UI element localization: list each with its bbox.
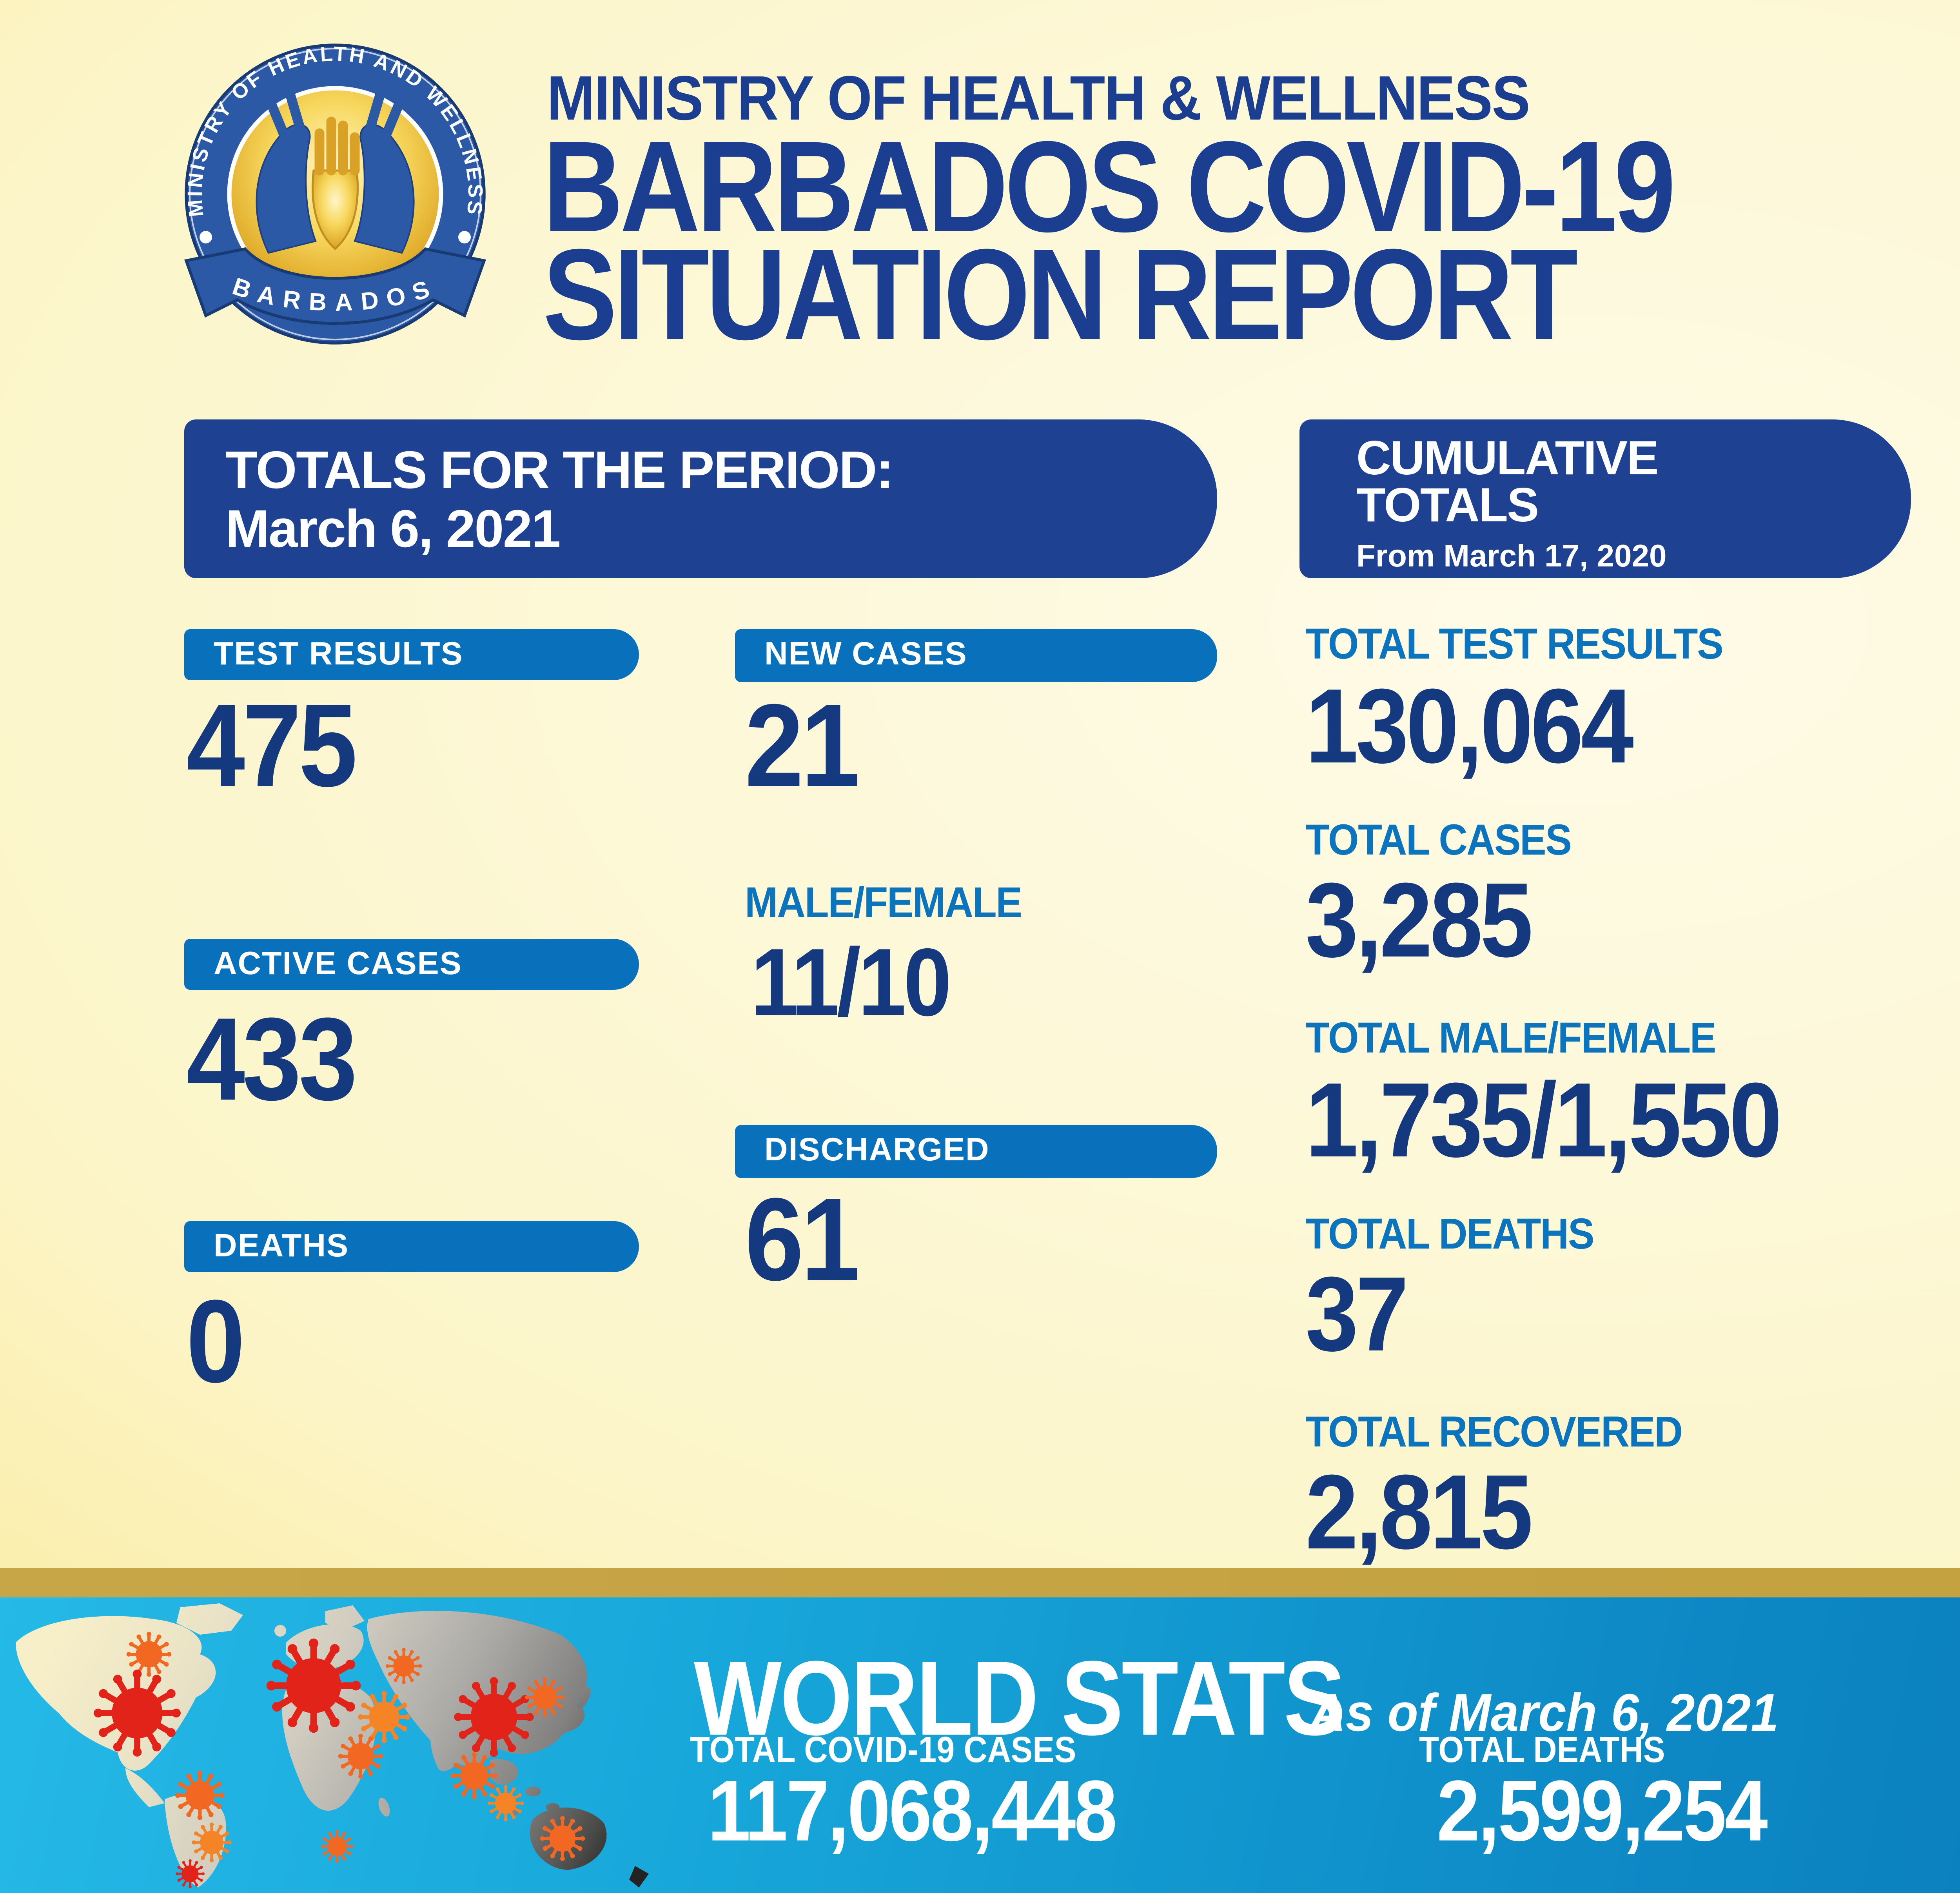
cumulative-totals-header: CUMULATIVE TOTALS From March 17, 2020 bbox=[1299, 419, 1911, 578]
cumulative-title-line1: CUMULATIVE bbox=[1356, 433, 1659, 486]
report-title-line1: BARBADOS COVID-19 bbox=[543, 114, 1676, 259]
cumulative-subtitle: From March 17, 2020 bbox=[1356, 541, 1667, 574]
period-title: TOTALS FOR THE PERIOD: bbox=[225, 441, 894, 500]
stat-label: ACTIVE CASES bbox=[214, 946, 462, 981]
report-title-line2: SITUATION REPORT bbox=[543, 221, 1578, 367]
active-cases-value: 433 bbox=[186, 994, 358, 1125]
gold-divider-band bbox=[0, 1568, 1960, 1597]
virus-icon bbox=[488, 1785, 524, 1822]
stat-label: DEATHS bbox=[214, 1228, 349, 1263]
world-total-cases-value: 117,068,448 bbox=[708, 1764, 1117, 1860]
period-totals-header: TOTALS FOR THE PERIOD: March 6, 2021 bbox=[184, 419, 1217, 578]
discharged-pill: DISCHARGED bbox=[735, 1125, 1217, 1178]
period-date: March 6, 2021 bbox=[225, 500, 561, 559]
world-stats-asof: As of March 6, 2021 bbox=[1309, 1684, 1779, 1742]
active-cases-pill: ACTIVE CASES bbox=[184, 939, 639, 990]
total-cases-value: 3,285 bbox=[1305, 862, 1533, 980]
total-cases-label: TOTAL CASES bbox=[1305, 815, 1572, 864]
test-results-pill: TEST RESULTS bbox=[184, 629, 639, 680]
total-test-results-value: 130,064 bbox=[1305, 668, 1634, 786]
world-total-deaths-value: 2,599,254 bbox=[1437, 1764, 1768, 1860]
discharged-value: 61 bbox=[745, 1174, 860, 1305]
deaths-pill: DEATHS bbox=[184, 1221, 639, 1272]
world-map bbox=[16, 1603, 649, 1893]
total-male-female-value: 1,735/1,550 bbox=[1305, 1062, 1782, 1180]
stat-label: NEW CASES bbox=[764, 637, 967, 672]
male-female-label: MALE/FEMALE bbox=[745, 878, 1022, 927]
world-total-cases-label: TOTAL COVID-19 CASES bbox=[690, 1729, 1076, 1770]
stat-label: DISCHARGED bbox=[764, 1133, 990, 1168]
logo-ribbon: BARBADOS bbox=[184, 247, 486, 325]
cumulative-title-line2: TOTALS bbox=[1356, 480, 1539, 533]
world-total-deaths-label: TOTAL DEATHS bbox=[1419, 1729, 1665, 1770]
total-test-results-label: TOTAL TEST RESULTS bbox=[1305, 619, 1724, 668]
new-cases-pill: NEW CASES bbox=[735, 629, 1217, 682]
virus-icon bbox=[321, 1830, 353, 1862]
total-deaths-label: TOTAL DEATHS bbox=[1305, 1209, 1595, 1258]
male-female-value: 11/10 bbox=[751, 931, 952, 1037]
deaths-value: 0 bbox=[186, 1276, 245, 1407]
total-recovered-value: 2,815 bbox=[1305, 1454, 1533, 1572]
total-recovered-label: TOTAL RECOVERED bbox=[1305, 1407, 1683, 1456]
ministry-name: MINISTRY OF HEALTH & WELLNESS bbox=[547, 63, 1530, 133]
test-results-value: 475 bbox=[186, 680, 358, 811]
new-cases-value: 21 bbox=[745, 680, 860, 811]
hands-icon bbox=[256, 89, 415, 254]
stat-label: TEST RESULTS bbox=[214, 636, 463, 672]
world-stats-title: WORLD STATS bbox=[694, 1641, 1346, 1758]
ministry-of-health-logo: MINISTRY OF HEALTH AND WELLNESS BARBADOS bbox=[183, 42, 486, 345]
total-male-female-label: TOTAL MALE/FEMALE bbox=[1305, 1013, 1716, 1062]
total-deaths-value: 37 bbox=[1305, 1256, 1409, 1374]
